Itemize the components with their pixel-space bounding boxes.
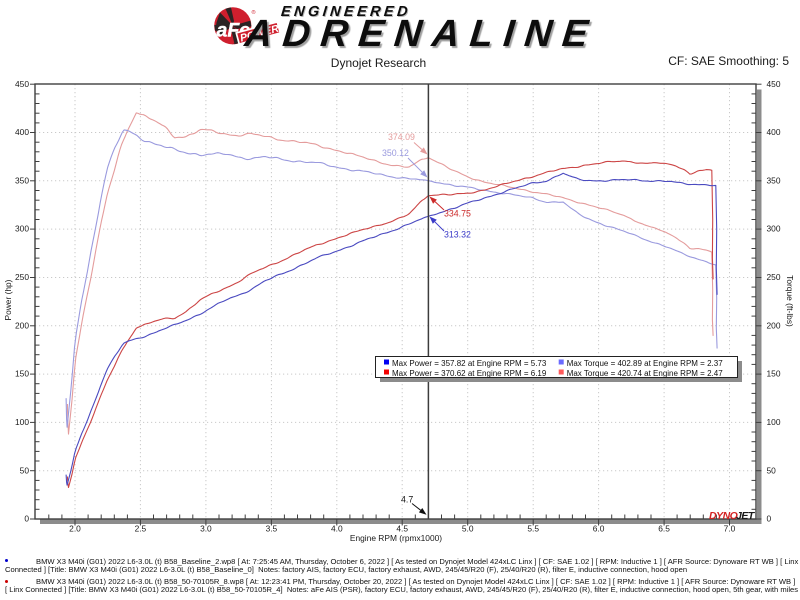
svg-text:0: 0 [767, 514, 772, 524]
svg-text:350: 350 [767, 175, 781, 185]
svg-text:50: 50 [767, 465, 777, 475]
svg-text:6.5: 6.5 [658, 524, 670, 534]
svg-text:4.0: 4.0 [331, 524, 343, 534]
svg-text:200: 200 [767, 320, 781, 330]
svg-text:Max Torque = 402.89 at Engine: Max Torque = 402.89 at Engine RPM = 2.37 [567, 359, 724, 368]
svg-text:450: 450 [767, 79, 781, 89]
svg-text:Engine RPM (rpmx1000): Engine RPM (rpmx1000) [350, 533, 442, 543]
svg-text:374.09: 374.09 [388, 132, 415, 142]
svg-text:300: 300 [767, 224, 781, 234]
svg-text:200: 200 [15, 320, 29, 330]
svg-text:400: 400 [15, 127, 29, 137]
svg-text:5.0: 5.0 [462, 524, 474, 534]
svg-text:150: 150 [767, 369, 781, 379]
svg-text:Max Torque = 420.74 at Engine: Max Torque = 420.74 at Engine RPM = 2.47 [567, 369, 724, 378]
svg-text:4.5: 4.5 [396, 524, 408, 534]
svg-text:313.32: 313.32 [444, 230, 471, 240]
svg-text:®: ® [252, 9, 256, 16]
svg-text:3.5: 3.5 [266, 524, 278, 534]
svg-text:2.0: 2.0 [69, 524, 81, 534]
svg-text:350: 350 [15, 175, 29, 185]
svg-text:0: 0 [24, 514, 29, 524]
svg-text:100: 100 [15, 417, 29, 427]
svg-text:Torque (ft-lbs): Torque (ft-lbs) [785, 275, 795, 327]
svg-text:5.5: 5.5 [527, 524, 539, 534]
svg-text:250: 250 [767, 272, 781, 282]
svg-text:100: 100 [767, 417, 781, 427]
svg-text:Power (hp): Power (hp) [3, 279, 13, 320]
svg-text:450: 450 [15, 79, 29, 89]
svg-text:4.7: 4.7 [401, 495, 413, 505]
svg-text:2.5: 2.5 [135, 524, 147, 534]
svg-text:334.75: 334.75 [444, 209, 471, 219]
svg-text:6.0: 6.0 [593, 524, 605, 534]
svg-text:Max Power = 370.62 at Engine R: Max Power = 370.62 at Engine RPM = 6.19 [392, 369, 547, 378]
svg-text:350.12: 350.12 [382, 148, 409, 158]
svg-text:400: 400 [767, 127, 781, 137]
svg-text:50: 50 [20, 465, 30, 475]
svg-text:250: 250 [15, 272, 29, 282]
svg-text:Max Power = 357.82 at Engine R: Max Power = 357.82 at Engine RPM = 5.73 [392, 359, 547, 368]
svg-text:3.0: 3.0 [200, 524, 212, 534]
svg-text:150: 150 [15, 369, 29, 379]
svg-text:DYNO: DYNO [709, 510, 738, 522]
svg-text:300: 300 [15, 224, 29, 234]
svg-text:JET: JET [736, 510, 756, 522]
svg-text:7.0: 7.0 [724, 524, 736, 534]
